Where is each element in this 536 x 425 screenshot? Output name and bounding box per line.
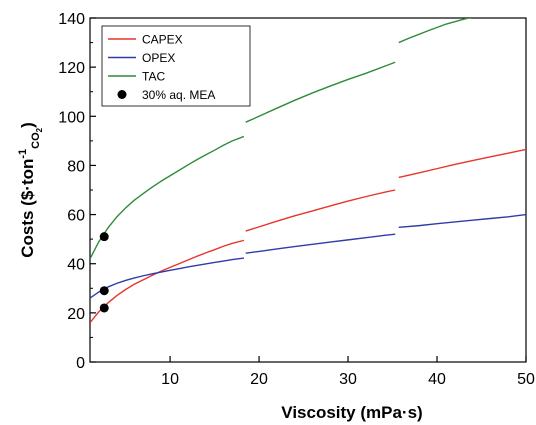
series-line-opex-segment-1 xyxy=(90,257,245,299)
y-tick-label: 120 xyxy=(58,60,85,77)
x-tick-label: 40 xyxy=(428,371,446,388)
y-axis-title-subscript: CO xyxy=(30,132,42,149)
y-tick-label: 100 xyxy=(58,109,85,126)
data-point-30-aq-mea xyxy=(99,232,109,242)
series-line-opex-segment-3 xyxy=(398,213,526,229)
y-axis-title: Costs ($·ton-1CO2) xyxy=(17,122,44,258)
series-line-capex-segment-2 xyxy=(245,189,396,232)
y-axis-title-main: Costs ($·ton xyxy=(18,159,37,258)
y-tick-label: 20 xyxy=(67,306,85,323)
legend-label-30-aq-mea: 30% aq. MEA xyxy=(142,88,215,102)
y-axis-title-subscript-sub: 2 xyxy=(35,127,44,132)
data-point-30-aq-mea xyxy=(99,286,109,296)
y-tick-label: 60 xyxy=(67,208,85,225)
x-tick-label: 10 xyxy=(161,371,179,388)
y-axis-title-superscript: -1 xyxy=(17,149,29,159)
series-tac xyxy=(90,18,472,260)
series-line-tac-segment-3 xyxy=(398,18,472,44)
series-group xyxy=(90,18,526,324)
y-tick-label: 80 xyxy=(67,158,85,175)
series-line-capex-segment-3 xyxy=(398,148,526,179)
y-tick-label: 0 xyxy=(76,355,85,372)
y-axis-title-close: ) xyxy=(18,122,37,128)
x-tick-label: 30 xyxy=(339,371,357,388)
legend-swatch-30-aq-mea xyxy=(117,90,127,99)
y-axis: 0 20 40 60 80 100 120 140 xyxy=(58,11,96,372)
marker-group xyxy=(99,232,109,313)
y-tick-label: 40 xyxy=(67,257,85,274)
x-axis-title: Viscosity (mPa·s) xyxy=(281,403,422,422)
x-axis: 10 20 30 40 50 xyxy=(161,356,535,388)
series-line-opex-segment-2 xyxy=(245,233,396,254)
series-opex xyxy=(90,213,526,299)
legend: CAPEX OPEX TAC 30% aq. MEA xyxy=(101,25,251,107)
series-line-tac-segment-1 xyxy=(90,135,245,260)
x-tick-label: 50 xyxy=(517,371,535,388)
legend-label-tac: TAC xyxy=(142,70,165,84)
series-line-capex-segment-1 xyxy=(90,239,245,324)
legend-label-capex: CAPEX xyxy=(142,33,183,47)
x-tick-label: 20 xyxy=(250,371,268,388)
legend-label-opex: OPEX xyxy=(142,51,175,65)
y-tick-label: 140 xyxy=(58,11,85,28)
series-capex xyxy=(90,148,526,324)
series-line-tac-segment-2 xyxy=(245,61,396,123)
data-point-30-aq-mea xyxy=(99,303,109,313)
